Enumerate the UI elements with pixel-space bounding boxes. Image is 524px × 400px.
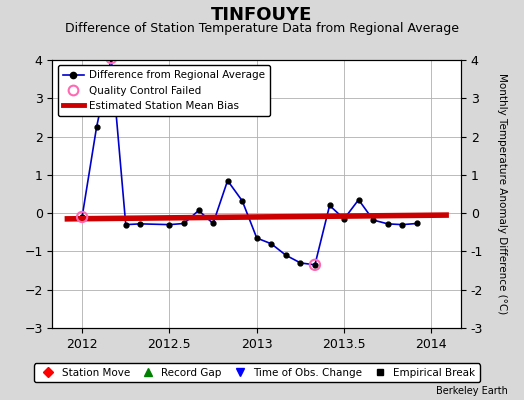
Point: [78, 214, 86, 220]
Point: [107, 55, 115, 61]
Text: TINFOUYE: TINFOUYE: [211, 6, 313, 24]
Text: Berkeley Earth: Berkeley Earth: [436, 386, 508, 396]
Legend: Station Move, Record Gap, Time of Obs. Change, Empirical Break: Station Move, Record Gap, Time of Obs. C…: [34, 364, 479, 382]
Y-axis label: Monthly Temperature Anomaly Difference (°C): Monthly Temperature Anomaly Difference (…: [497, 73, 507, 315]
Point: [311, 262, 319, 268]
Text: Difference of Station Temperature Data from Regional Average: Difference of Station Temperature Data f…: [65, 22, 459, 35]
